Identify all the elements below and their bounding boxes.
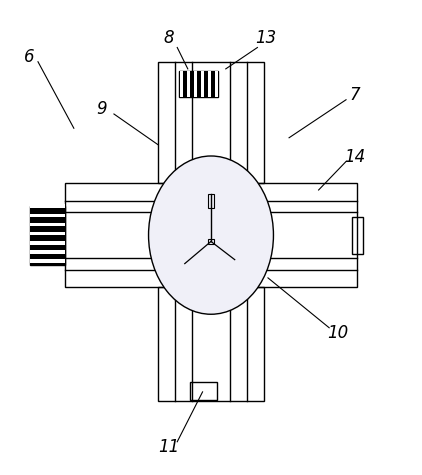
Text: 9: 9 (96, 100, 107, 118)
Bar (201, 71, 204, 97)
Text: 10: 10 (327, 323, 348, 342)
Bar (216, 71, 218, 97)
Bar (30, 223, 65, 227)
Bar (30, 204, 65, 209)
Bar (352, 217, 363, 254)
Bar (65, 183, 357, 287)
Bar (179, 71, 218, 97)
Bar (30, 250, 65, 254)
Bar (208, 71, 211, 97)
Text: 13: 13 (255, 29, 276, 47)
Bar (30, 214, 65, 218)
Bar (190, 382, 217, 400)
Bar (194, 71, 197, 97)
Bar (30, 259, 65, 263)
Text: 14: 14 (344, 148, 365, 166)
Bar (208, 194, 214, 208)
Text: 11: 11 (158, 437, 179, 456)
Text: 8: 8 (163, 29, 174, 47)
Bar (208, 238, 214, 244)
Bar (180, 71, 183, 97)
Bar (158, 62, 264, 183)
Bar (158, 287, 264, 401)
Bar (187, 71, 190, 97)
Bar (30, 206, 65, 265)
Text: 6: 6 (24, 48, 35, 66)
Bar (30, 241, 65, 245)
Text: 7: 7 (349, 86, 360, 104)
Bar (30, 232, 65, 236)
Ellipse shape (149, 156, 273, 314)
